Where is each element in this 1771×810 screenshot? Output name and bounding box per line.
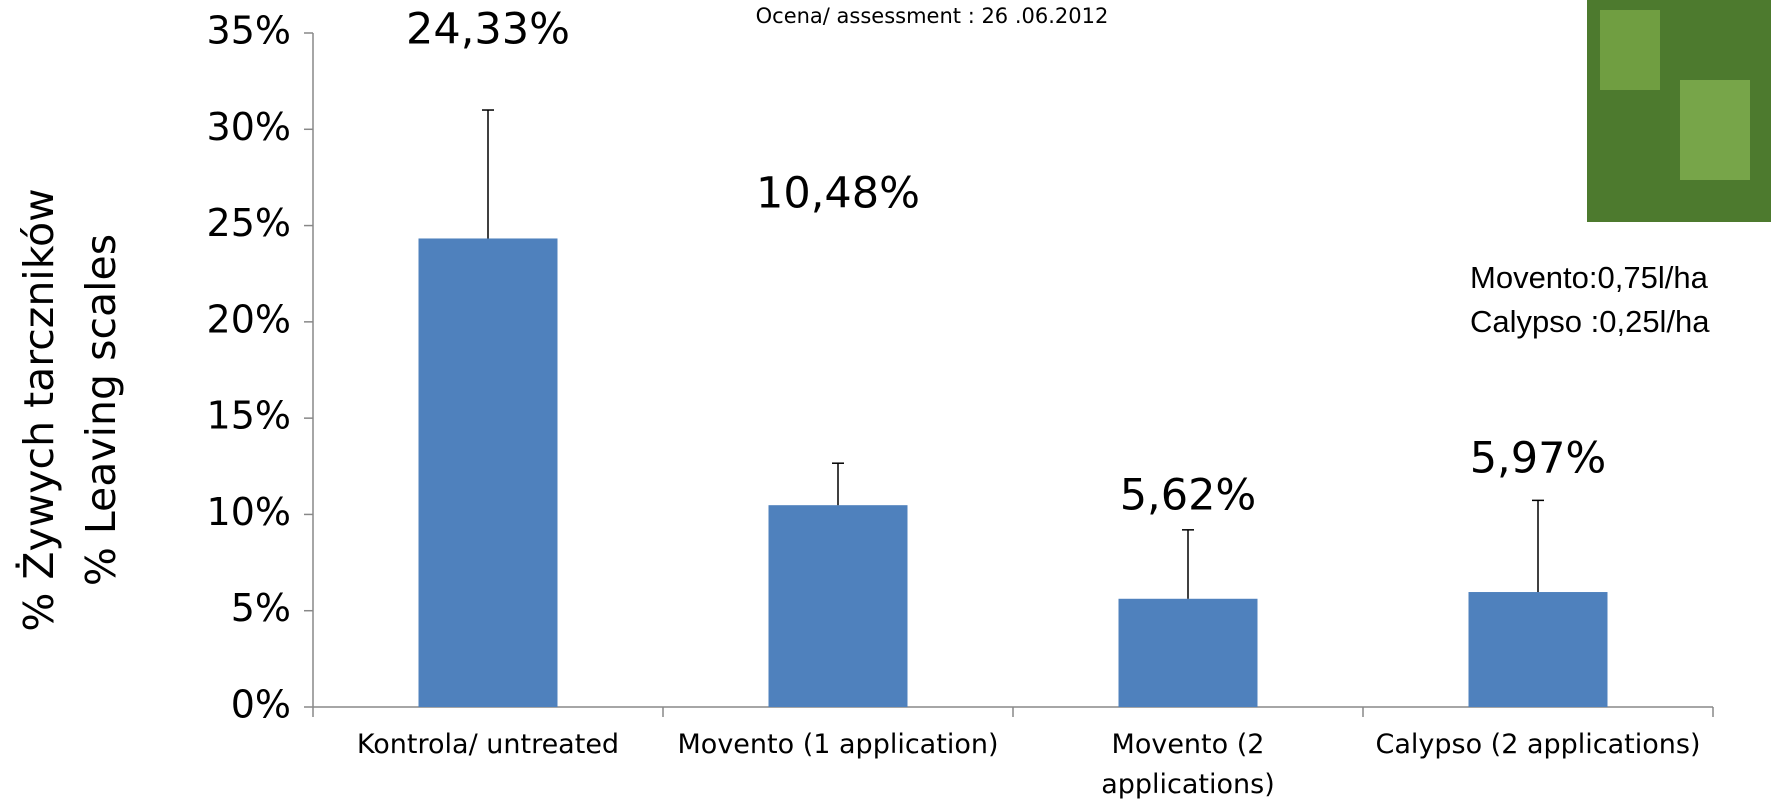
y-axis-title: % Żywych tarczników — [15, 188, 63, 631]
value-label: 10,48% — [756, 169, 920, 219]
bar — [419, 238, 558, 707]
value-label: 5,62% — [1120, 471, 1257, 521]
y-tick-label: 10% — [207, 490, 291, 534]
x-tick-label: Movento (2 applications) — [1088, 725, 1288, 805]
y-tick-label: 15% — [207, 394, 291, 438]
y-tick-label: 30% — [207, 105, 291, 149]
y-tick-label: 35% — [207, 9, 291, 53]
annotation: Calypso :0,25l/ha — [1470, 304, 1710, 339]
x-tick-label: Calypso (2 applications) — [1363, 725, 1713, 765]
y-tick-label: 20% — [207, 297, 291, 341]
page: Ocena/ assessment : 26 .06.2012 Movento:… — [0, 0, 1771, 810]
y-axis-title: % Leaving scales — [77, 234, 125, 586]
error-bar — [1532, 500, 1544, 592]
y-tick-label: 0% — [231, 683, 291, 727]
x-tick-label: Movento (1 application) — [663, 725, 1013, 765]
value-label: 5,97% — [1470, 434, 1607, 484]
photo-leaf — [1600, 10, 1660, 90]
error-bar — [832, 463, 844, 505]
chart: Ocena/ assessment : 26 .06.2012 Movento:… — [0, 0, 1771, 810]
value-label: 24,33% — [406, 5, 570, 55]
error-bar — [1182, 530, 1194, 599]
y-tick-label: 25% — [207, 201, 291, 245]
x-tick-label: Kontrola/ untreated — [313, 725, 663, 765]
annotation: Movento:0,75l/ha — [1470, 260, 1709, 295]
photo-leaf — [1680, 80, 1750, 180]
error-bar — [482, 110, 494, 238]
chart-title: Ocena/ assessment : 26 .06.2012 — [756, 4, 1109, 28]
bar — [1469, 592, 1608, 707]
bar — [1119, 599, 1258, 707]
bar — [769, 505, 908, 707]
y-tick-label: 5% — [231, 586, 291, 630]
